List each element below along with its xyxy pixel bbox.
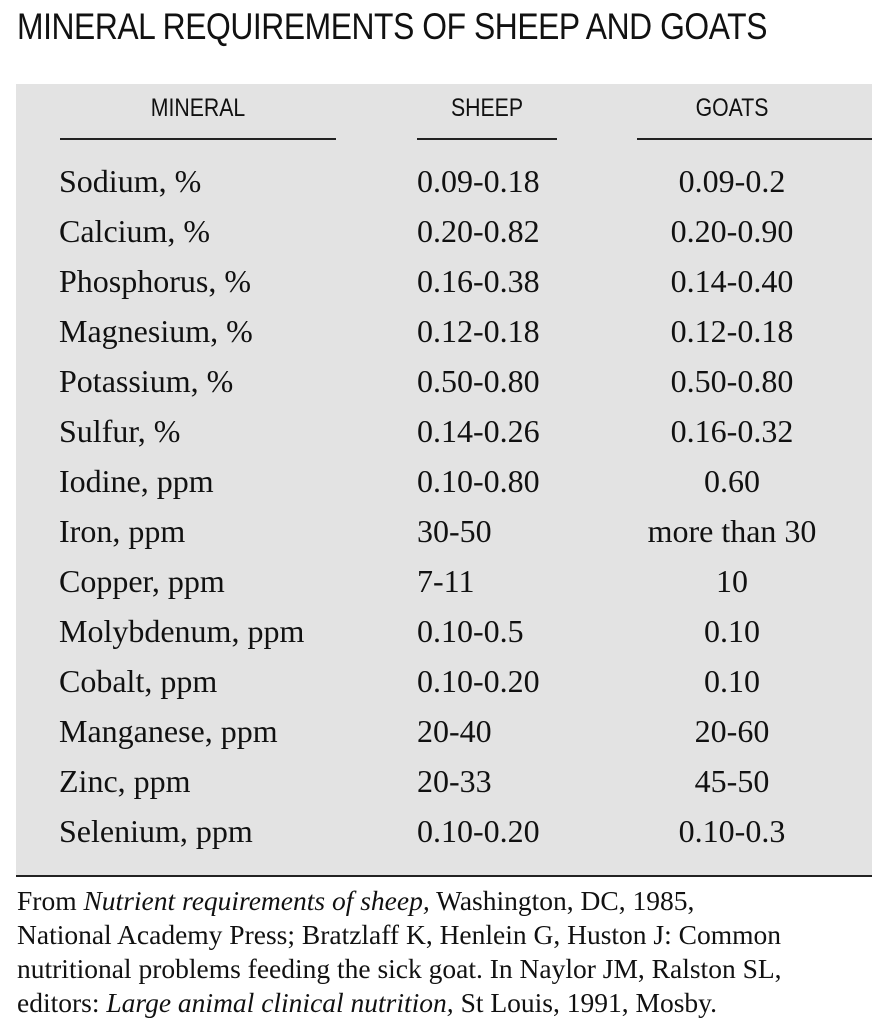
table-row: Magnesium, % 0.12-0.18 0.12-0.18 [0, 309, 886, 359]
cell-sheep: 20-40 [417, 713, 492, 749]
cell-mineral: Magnesium, % [59, 313, 253, 349]
cell-goats: 0.10-0.3 [678, 813, 786, 849]
cell-goats: more than 30 [647, 513, 817, 549]
source-line-1: From Nutrient requirements of sheep, Was… [17, 884, 877, 918]
cell-sheep: 0.16-0.38 [417, 263, 540, 299]
cell-goats: 0.60 [704, 463, 760, 499]
cell-goats: 0.14-0.40 [670, 263, 794, 299]
header-rule-sheep [417, 138, 557, 140]
table-row: Sodium, % 0.09-0.18 0.09-0.2 [0, 159, 886, 209]
table-row: Copper, ppm 7-11 10 [0, 559, 886, 609]
cell-mineral: Iron, ppm [59, 513, 186, 549]
cell-goats: 0.20-0.90 [670, 213, 794, 249]
cell-sheep: 0.10-0.20 [417, 663, 540, 699]
source-line-2: National Academy Press; Bratzlaff K, Hen… [17, 919, 782, 950]
cell-goats: 20-60 [694, 713, 770, 749]
header-mineral: MINERAL [150, 94, 246, 122]
header-rule-mineral [60, 138, 336, 140]
cell-goats: 0.10 [704, 613, 760, 649]
header-rule-goats [637, 138, 872, 140]
table-row: Iron, ppm 30-50 more than 30 [0, 509, 886, 559]
cell-sheep: 0.20-0.82 [417, 213, 540, 249]
cell-mineral: Iodine, ppm [59, 463, 214, 499]
cell-sheep: 0.09-0.18 [417, 163, 540, 199]
cell-goats: 0.12-0.18 [670, 313, 794, 349]
cell-mineral: Sulfur, % [59, 413, 181, 449]
table-panel [16, 84, 872, 877]
cell-mineral: Molybdenum, ppm [59, 613, 305, 649]
cell-sheep: 0.14-0.26 [417, 413, 540, 449]
source-text: From [17, 885, 84, 916]
cell-mineral: Zinc, ppm [59, 763, 191, 799]
cell-sheep: 0.12-0.18 [417, 313, 540, 349]
cell-mineral: Phosphorus, % [59, 263, 252, 299]
cell-mineral: Copper, ppm [59, 563, 225, 599]
table-body: Sodium, % 0.09-0.18 0.09-0.2 Calcium, % … [0, 159, 886, 859]
cell-mineral: Selenium, ppm [59, 813, 253, 849]
source-line-4: editors: Large animal clinical nutrition… [17, 986, 877, 1020]
cell-mineral: Potassium, % [59, 363, 234, 399]
cell-sheep: 0.10-0.20 [417, 813, 540, 849]
table-row: Zinc, ppm 20-33 45-50 [0, 759, 886, 809]
header-sheep: SHEEP [450, 94, 524, 122]
cell-mineral: Cobalt, ppm [59, 663, 218, 699]
source-book-title: Large animal clinical nutrition, [106, 987, 454, 1018]
cell-goats: 0.16-0.32 [670, 413, 794, 449]
table-title: MINERAL REQUIREMENTS OF SHEEP AND GOATS [17, 6, 767, 47]
table-row: Potassium, % 0.50-0.80 0.50-0.80 [0, 359, 886, 409]
cell-goats: 0.50-0.80 [670, 363, 794, 399]
cell-sheep: 20-33 [417, 763, 492, 799]
source-book-title: Nutrient requirements of sheep, [83, 885, 430, 916]
cell-sheep: 0.10-0.80 [417, 463, 540, 499]
source-text: editors: [17, 987, 107, 1018]
cell-goats: 0.09-0.2 [678, 163, 786, 199]
cell-sheep: 0.10-0.5 [417, 613, 524, 649]
table-row: Phosphorus, % 0.16-0.38 0.14-0.40 [0, 259, 886, 309]
table-row: Selenium, ppm 0.10-0.20 0.10-0.3 [0, 809, 886, 859]
cell-mineral: Calcium, % [59, 213, 211, 249]
cell-mineral: Manganese, ppm [59, 713, 278, 749]
table-row: Iodine, ppm 0.10-0.80 0.60 [0, 459, 886, 509]
cell-goats: 45-50 [694, 763, 770, 799]
cell-mineral: Sodium, % [59, 163, 202, 199]
cell-sheep: 0.50-0.80 [417, 363, 540, 399]
table-row: Cobalt, ppm 0.10-0.20 0.10 [0, 659, 886, 709]
table-row: Manganese, ppm 20-40 20-60 [0, 709, 886, 759]
header-goats: GOATS [695, 94, 769, 122]
source-text: Washington, DC, 1985, [429, 885, 695, 916]
cell-goats: 10 [716, 563, 748, 599]
table-row: Molybdenum, ppm 0.10-0.5 0.10 [0, 609, 886, 659]
source-line-3: nutritional problems feeding the sick go… [17, 953, 782, 984]
source-text: St Louis, 1991, Mosby. [453, 987, 718, 1018]
cell-sheep: 30-50 [417, 513, 492, 549]
table-row: Calcium, % 0.20-0.82 0.20-0.90 [0, 209, 886, 259]
cell-goats: 0.10 [704, 663, 760, 699]
source-citation: From Nutrient requirements of sheep, Was… [17, 884, 877, 1020]
cell-sheep: 7-11 [417, 563, 475, 599]
table-row: Sulfur, % 0.14-0.26 0.16-0.32 [0, 409, 886, 459]
